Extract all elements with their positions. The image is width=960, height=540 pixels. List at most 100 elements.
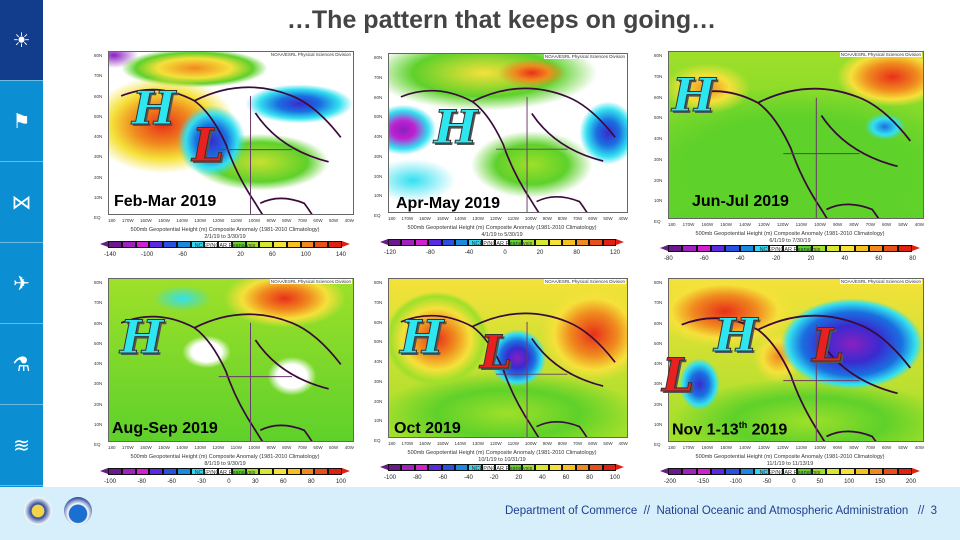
sidebar-item-flask[interactable]: ⚗ (0, 324, 43, 405)
plot-title: 500mb Geopotential Height (m) Composite … (407, 450, 597, 456)
colorbar-segment (149, 241, 164, 248)
latitude-label: 20N (374, 173, 383, 179)
longitude-label: 140W (454, 216, 467, 221)
caption-text: Feb-Mar 2019 (114, 193, 217, 210)
colorbar-arrow-right (615, 464, 624, 470)
sidebar-item-fish[interactable]: ⋈ (0, 162, 43, 243)
longitude-label: 170W (682, 445, 695, 450)
colorbar-tick: 20 (536, 250, 544, 256)
colorbar-segment (854, 245, 870, 252)
longitude-label: 40W (914, 445, 924, 450)
colorbar-segment (328, 468, 343, 475)
longitude-label: 70W (297, 218, 308, 223)
colorbar-segment (522, 239, 536, 246)
colorbar-segment (668, 245, 683, 252)
longitude-label: 150W (436, 216, 449, 221)
longitude-label: 40W (344, 445, 354, 450)
colorbar-arrow-left (660, 245, 668, 251)
colorbar-tick: -40 (464, 250, 474, 256)
coastline-overlay (400, 312, 616, 437)
latitude-label: 10N (654, 421, 663, 427)
colorbar-tick: 100 (609, 475, 620, 481)
colorbar-segment (768, 468, 783, 475)
colorbar-segment (314, 241, 329, 248)
longitude-label: 150W (720, 222, 733, 227)
latitude-label: 20N (654, 177, 663, 183)
longitude-label: 90W (542, 441, 552, 446)
colorbar-segment (204, 241, 219, 248)
high-pressure-marker: H (399, 310, 444, 365)
coastline-overlay (400, 87, 616, 212)
longitude-label: 170W (682, 222, 695, 227)
colorbar-segment (682, 468, 697, 475)
longitude-label: 80W (282, 445, 292, 450)
colorbar-segment (273, 241, 287, 248)
latitude-label: 80N (374, 55, 383, 60)
colorbar-ticks: -100 -80 -60 -40 -20 20 40 60 80 100 (384, 475, 620, 481)
longitude-label: 110W (507, 216, 519, 221)
caption-superscript: th (738, 420, 748, 430)
sidebar-item-wind-waves[interactable]: ≋ (0, 405, 43, 486)
colorbar-tick: 60 (875, 256, 883, 262)
plot-title: 500mb Geopotential Height (m) Composite … (130, 227, 320, 233)
colorbar-arrow-right (912, 468, 921, 474)
colorbar-tick: 30 (251, 479, 259, 485)
colorbar-segment (869, 468, 884, 475)
longitude-label: 130W (472, 216, 484, 221)
longitude-label: 70W (572, 216, 583, 221)
colorbar-segment (204, 468, 219, 475)
latitude-label: 70N (654, 300, 663, 306)
sidebar-item-satellite[interactable]: ✈ (0, 243, 43, 324)
colorbar-segment (300, 241, 315, 248)
longitude-label: 120W (212, 218, 225, 223)
longitude-label: 90W (266, 218, 276, 223)
colorbar-tick: 140 (335, 252, 346, 258)
colorbar-segment (548, 464, 563, 471)
longitude-label: 160W (419, 216, 431, 221)
colorbar-segment (602, 239, 616, 246)
plot-title: 500mb Geopotential Height (m) Composite … (695, 454, 885, 460)
colorbar-segment (522, 464, 536, 471)
colorbar-segment (589, 464, 603, 471)
colorbar-arrow-left (380, 239, 388, 245)
map-panel: NOAA/ESRL Physical Sciences Division 80N 7… (372, 45, 632, 257)
colorbar-segment (562, 464, 576, 471)
latitude-label: 50N (654, 115, 663, 121)
colorbar-segment (495, 239, 509, 246)
sidebar-item-lighthouse[interactable]: ⚑ (0, 81, 43, 162)
colorbar-tick: 100 (335, 479, 346, 485)
wind-waves-icon: ≋ (13, 434, 30, 457)
colorbar-segment (121, 468, 136, 475)
colorbar-segment (508, 464, 523, 471)
latitude-label: 40N (94, 361, 103, 366)
colorbar-segment (854, 468, 870, 475)
longitude-label: 100W (248, 445, 261, 450)
colorbar-tick: 0 (792, 479, 796, 485)
colorbar-tick: 20 (515, 475, 523, 481)
colorbar-tick: 60 (562, 475, 570, 481)
date-range: 4/1/19 to 5/30/19 (481, 232, 523, 238)
colorbar-segment (768, 245, 783, 252)
colorbar-segment (897, 468, 913, 475)
reanalysis-label: NCEP/NCAR Reanalysis (759, 247, 821, 253)
sidebar-item-weather-sun-cloud[interactable]: ☀ (0, 0, 43, 81)
colorbar-tick: -80 (137, 479, 146, 485)
longitude-label: 70W (297, 445, 308, 450)
colorbar-segment (245, 468, 260, 475)
longitude-label: 180 (388, 441, 396, 446)
latitude-label: 60N (654, 94, 663, 100)
high-pressure-marker: H (671, 68, 716, 123)
longitude-label: 80W (557, 441, 568, 446)
latitude-label: 40N (654, 136, 663, 141)
latitude-label: 70N (94, 300, 103, 306)
colorbar-segment (575, 239, 590, 246)
colorbar-segment (602, 464, 616, 471)
colorbar-segment (589, 239, 603, 246)
colorbar-segment (508, 239, 523, 246)
colorbar-segment (388, 464, 402, 471)
colorbar-segment (575, 464, 590, 471)
colorbar-segment (135, 241, 150, 248)
latitude-label: 40N (654, 361, 663, 366)
longitude-label: 170W (121, 218, 134, 223)
colorbar-segment (401, 239, 415, 246)
